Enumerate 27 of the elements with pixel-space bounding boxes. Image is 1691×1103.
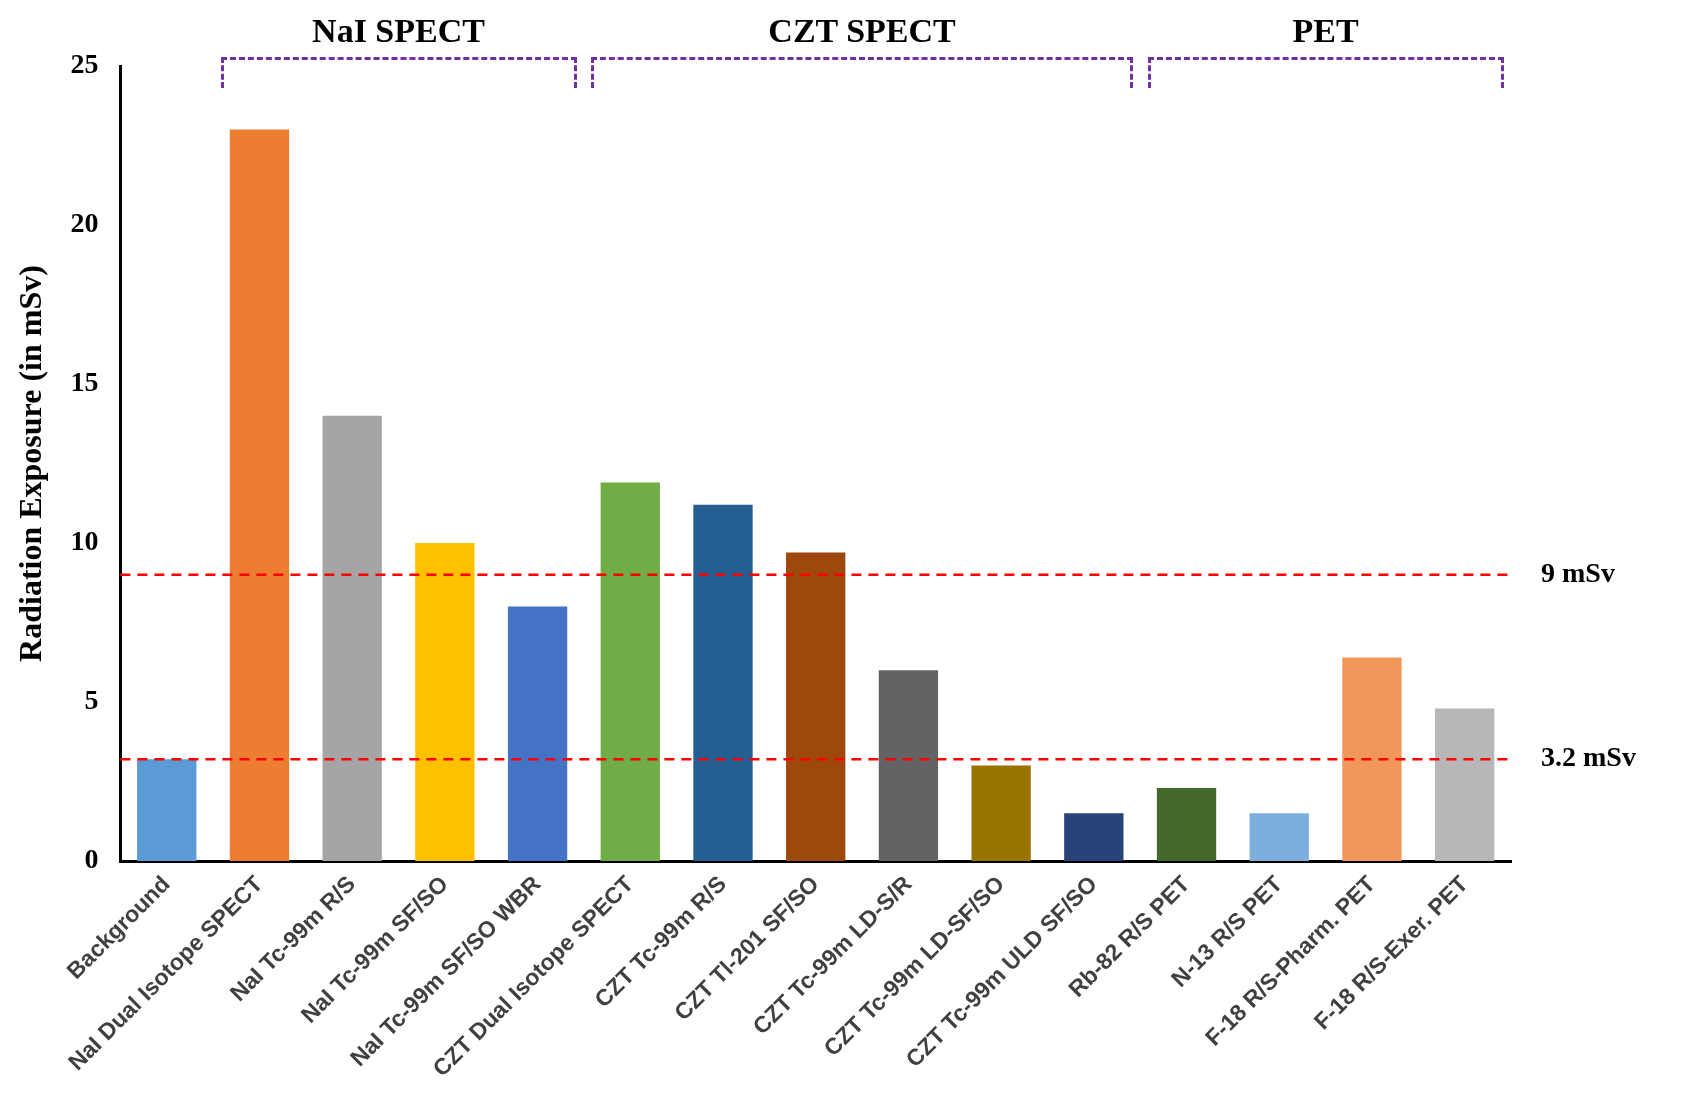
bar — [415, 543, 475, 862]
y-tick-label: 10 — [70, 525, 99, 557]
bar — [322, 415, 382, 862]
ref-line-label: 9 mSv — [1541, 557, 1615, 589]
ref-line-label: 3.2 mSv — [1541, 741, 1636, 773]
text: CZT SPECT — [768, 12, 957, 49]
y-tick-label: 25 — [70, 48, 99, 80]
bar — [878, 670, 939, 862]
y-tick-label: 0 — [84, 843, 99, 875]
bar — [229, 129, 290, 862]
bar — [971, 765, 1031, 862]
bar — [1342, 657, 1402, 862]
bar — [1434, 708, 1495, 862]
y-tick-label: 5 — [84, 684, 99, 716]
bar — [1249, 813, 1309, 862]
y-tick-label: 20 — [70, 207, 99, 239]
bar — [600, 482, 660, 862]
y-axis-title: Radiation Exposure (in mSv) — [12, 265, 49, 662]
bar — [693, 504, 753, 862]
bar — [507, 606, 568, 862]
bar — [1156, 787, 1217, 862]
bar — [786, 552, 846, 862]
text: PET — [1292, 12, 1359, 49]
text: NaI SPECT — [312, 12, 486, 49]
bar — [1064, 813, 1124, 862]
y-tick-label: 15 — [70, 366, 99, 398]
bar — [137, 759, 197, 862]
